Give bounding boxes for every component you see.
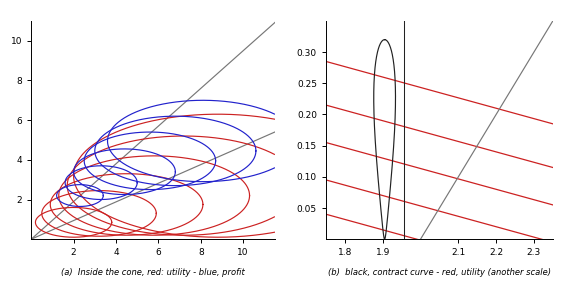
Text: (a)  Inside the cone, red: utility - blue, profit: (a) Inside the cone, red: utility - blue… [61,268,245,277]
Text: (b)  black, contract curve - red, utility (another scale): (b) black, contract curve - red, utility… [328,268,551,277]
